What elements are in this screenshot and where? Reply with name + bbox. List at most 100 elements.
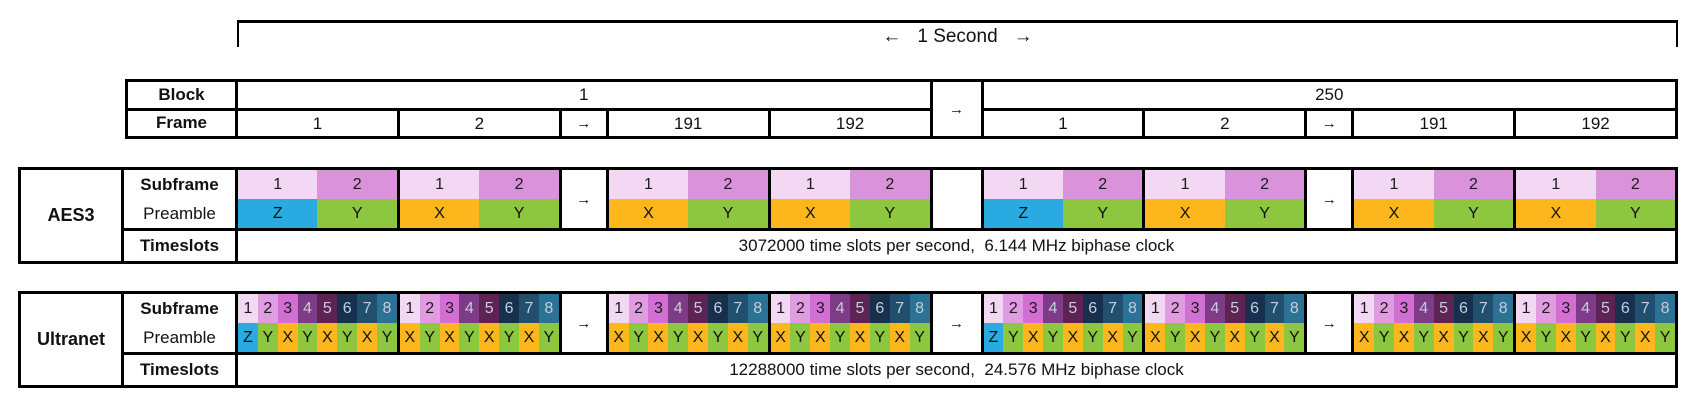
preamble-cell: Y	[419, 323, 440, 352]
preamble-cell: X	[1145, 199, 1225, 228]
subframe-number-cell: 6	[499, 294, 520, 323]
preamble-cell: Y	[1655, 323, 1675, 352]
aes3-strip: 1 Z 2 Y 1 X 2 Y → 1 X 2 Y 1 X 2 Y 1 Z 2 Y 1 X 2 Y → 1 X 2 Y 1 X 2 Y	[238, 170, 1675, 228]
frame-cell: 192	[1581, 113, 1610, 133]
frame-row-label: Frame	[128, 107, 235, 137]
subframe-number-cell: 7	[727, 294, 748, 323]
aes3-section-label: AES3	[21, 170, 124, 261]
subframe-number-cell: 4	[1575, 294, 1596, 323]
preamble-cell: Y	[688, 199, 768, 228]
preamble-cell: Y	[1043, 323, 1063, 352]
preamble-cell: Y	[459, 323, 480, 352]
preamble-cell: X	[519, 323, 539, 352]
preamble-cell: Y	[1595, 199, 1675, 228]
aes3-row-label-column: Subframe Preamble	[124, 170, 238, 228]
subframe-number-cell: 7	[1102, 294, 1123, 323]
subframe-number-cell: 1	[238, 170, 318, 199]
aes3-upper-rows: Subframe Preamble 1 Z 2 Y 1 X 2 Y → 1 X 2 Y 1 X 2 Y 1 Z 2 Y 1…	[124, 170, 1675, 228]
preamble-cell: Y	[1615, 323, 1636, 352]
preamble-cell: Y	[337, 323, 358, 352]
subframe-number-cell: 2	[1165, 294, 1186, 323]
frame-cell: 2	[1145, 111, 1308, 136]
subframe-number-cell: 2	[1062, 170, 1143, 199]
subframe-row-label: Subframe	[140, 174, 219, 194]
subframe-number-cell: 3	[277, 294, 298, 323]
aes3-body: Subframe Preamble 1 Z 2 Y 1 X 2 Y → 1 X 2 Y 1 X 2 Y 1 Z 2 Y 1…	[124, 170, 1675, 261]
preamble-cell: Y	[830, 323, 851, 352]
timeslots-row-label: Timeslots	[124, 355, 238, 385]
preamble-cell: Y	[1433, 199, 1514, 228]
subframe-number-cell: 4	[1043, 294, 1063, 323]
subframe-number-cell: 4	[668, 294, 689, 323]
preamble-cell: Y	[499, 323, 520, 352]
preamble-cell: X	[1102, 323, 1123, 352]
block-group: 1 Z 2 Y 1 X 2 Y → 1 X 2 Y 1 X 2 Y	[238, 170, 930, 228]
block-group: 1 Z 2 Y 1 X 2 Y → 1 X 2 Y 1 X 2 Y	[983, 170, 1675, 228]
preamble-cell: X	[1354, 199, 1434, 228]
subframe-number-cell: 4	[1413, 294, 1434, 323]
block-group: 250 1 2 → 191 192	[983, 82, 1675, 136]
subframe-number-cell: 7	[519, 294, 539, 323]
aes3-timeslots-text: 3072000 time slots per second, 6.144 MHz…	[738, 236, 1175, 255]
preamble-cell: X	[1023, 323, 1044, 352]
one-second-text: 1 Second	[917, 26, 998, 47]
subframe-number-cell: 1	[1354, 294, 1375, 323]
preamble-cell: Y	[257, 323, 278, 352]
frame-cell: 191	[1354, 111, 1517, 136]
preamble-cell: X	[727, 323, 748, 352]
preamble-cell: X	[1224, 323, 1245, 352]
subframe-number-cell: 1	[608, 294, 629, 323]
frame-cell: 1	[984, 111, 1146, 136]
preamble-cell: X	[1062, 323, 1083, 352]
preamble-cell: Y	[708, 323, 728, 352]
block-gap-cell	[929, 170, 984, 228]
preamble-cell: Y	[538, 323, 559, 352]
subframe-number-cell: 2	[1595, 170, 1675, 199]
subframe-number-cell: 6	[708, 294, 728, 323]
subframe-number-cell: 5	[1595, 294, 1616, 323]
preamble-cell: X	[1393, 323, 1414, 352]
preamble-cell: X	[1145, 323, 1166, 352]
subframe-number-cell: 2	[628, 294, 649, 323]
subframe-number-cell: 7	[889, 294, 910, 323]
block-frame-label-column: Block Frame	[128, 82, 238, 136]
preamble-cell: X	[1516, 199, 1596, 228]
preamble-cell: X	[317, 323, 338, 352]
